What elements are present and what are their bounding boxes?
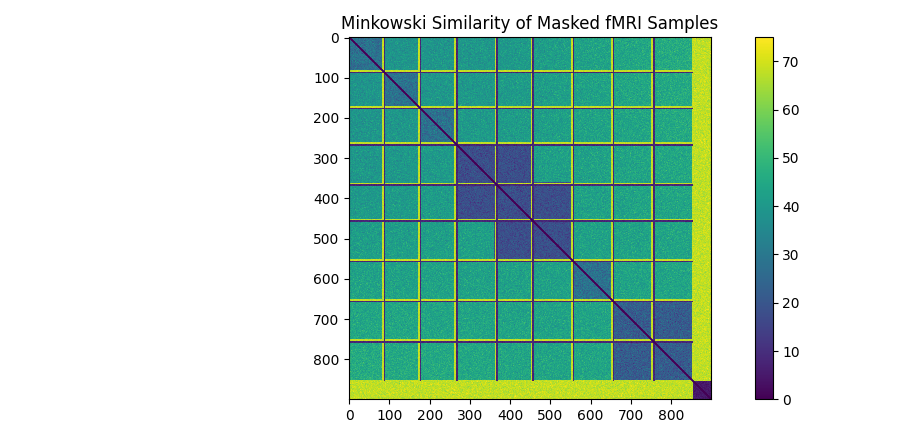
Title: Minkowski Similarity of Masked fMRI Samples: Minkowski Similarity of Masked fMRI Samp… [341,15,719,33]
